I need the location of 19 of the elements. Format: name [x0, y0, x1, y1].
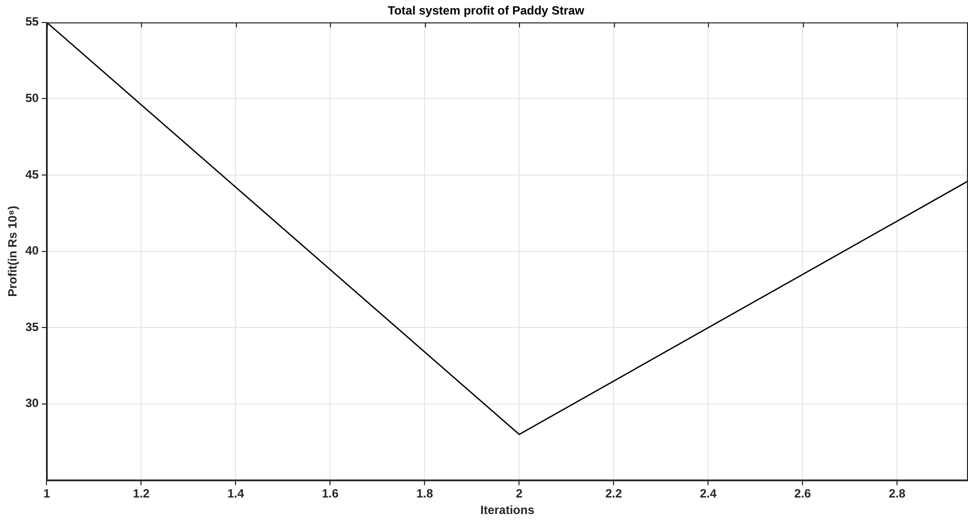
- x-tick-label: 1.8: [416, 486, 434, 501]
- y-tick-label: 35: [25, 320, 40, 334]
- x-tick-label: 1.4: [227, 486, 244, 501]
- x-axis-title: Iterations: [480, 503, 535, 518]
- x-tick-label: 2: [516, 486, 523, 501]
- y-tick-label: 45: [25, 167, 40, 182]
- x-tick-label: 2.2: [605, 486, 622, 501]
- y-axis-title: Profit(in Rs 10⁸): [6, 206, 20, 297]
- y-tick-label: 40: [25, 244, 40, 258]
- x-tick-label: 2.8: [888, 486, 906, 501]
- x-tick-label: 1.6: [322, 486, 339, 501]
- x-tick-label: 1: [43, 486, 50, 501]
- y-tick-label: 50: [25, 91, 40, 106]
- chart-title: Total system profit of Paddy Straw: [388, 4, 585, 18]
- x-tick-label: 2.6: [794, 486, 812, 501]
- y-tick-label: 55: [25, 14, 40, 29]
- y-tick-label: 30: [25, 396, 40, 410]
- x-tick-label: 2.4: [700, 486, 717, 501]
- x-tick-label: 1.2: [132, 486, 150, 501]
